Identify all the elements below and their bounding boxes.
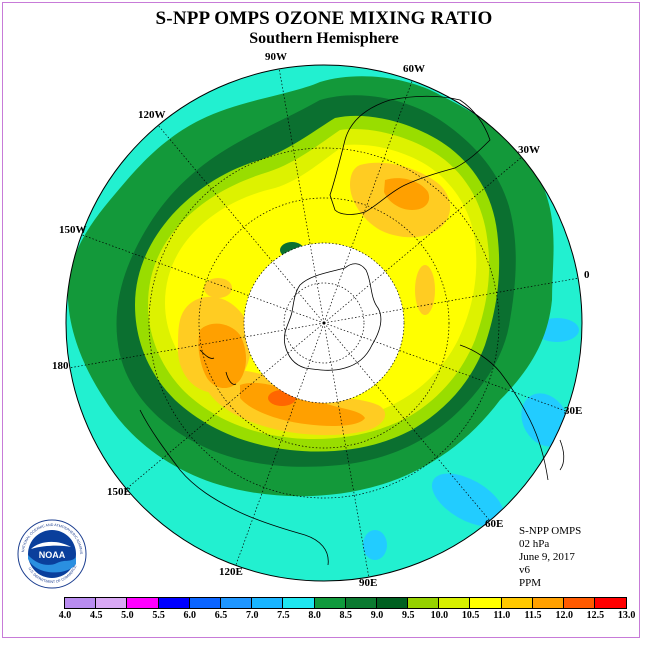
meridian-line bbox=[81, 234, 325, 324]
colorbar-swatch bbox=[220, 598, 253, 608]
lon-label-120w: 120W bbox=[138, 109, 166, 121]
noaa-logo-text: NOAA bbox=[39, 550, 66, 560]
colorbar-swatch bbox=[470, 598, 502, 608]
colorbar-swatch bbox=[564, 598, 596, 608]
colorbar-tick-label: 10.5 bbox=[461, 610, 480, 621]
info-date: June 9, 2017 bbox=[519, 551, 575, 563]
colorbar-swatch bbox=[376, 598, 409, 608]
latitude-circle bbox=[283, 282, 365, 364]
colorbar-tick-label: 6.0 bbox=[183, 610, 197, 621]
info-version: v6 bbox=[519, 564, 530, 576]
colorbar-swatch bbox=[501, 598, 533, 608]
colorbar-tick-label: 11.5 bbox=[524, 610, 542, 621]
colorbar-swatch bbox=[595, 598, 627, 608]
coastlines bbox=[139, 95, 565, 566]
colorbar-tick-label: 8.5 bbox=[339, 610, 353, 621]
meridian-line bbox=[278, 68, 325, 324]
colorbar-swatch bbox=[252, 598, 284, 608]
meridian-line bbox=[157, 125, 325, 324]
contour-10.5-11.0 bbox=[204, 278, 232, 298]
lon-label-120e: 120E bbox=[219, 566, 243, 578]
new-zealand-coastline bbox=[199, 349, 237, 385]
meridian-line bbox=[323, 156, 522, 324]
map-info: S-NPP OMPS 02 hPa June 9, 2017 v6 PPM bbox=[519, 525, 581, 590]
colorbar-swatch bbox=[314, 598, 346, 608]
lon-label-60w: 60W bbox=[403, 63, 425, 75]
colorbar-tick-label: 9.0 bbox=[370, 610, 384, 621]
lon-label-90w: 90W bbox=[265, 51, 287, 63]
meridian-line bbox=[323, 80, 413, 324]
lon-label-0: 0 bbox=[584, 269, 590, 281]
contour-11.0-11.5 bbox=[198, 323, 246, 389]
latitude-circle bbox=[243, 242, 405, 404]
lon-label-90e: 90E bbox=[359, 577, 378, 589]
colorbar-swatch bbox=[127, 598, 159, 608]
meridian-line bbox=[126, 322, 325, 490]
colorbar-swatch bbox=[439, 598, 471, 608]
colorbar-swatch bbox=[345, 598, 377, 608]
latitude-circle bbox=[198, 197, 450, 449]
antarctica-coastline bbox=[283, 263, 382, 371]
contour-7.0-7.5-patch bbox=[363, 530, 387, 560]
south-america-coastline bbox=[329, 95, 491, 215]
lon-label-180: 180 bbox=[52, 360, 69, 372]
colorbar-swatch bbox=[532, 598, 564, 608]
colorbar-tick-label: 7.0 bbox=[245, 610, 259, 621]
colorbar-tick-label: 7.5 bbox=[277, 610, 290, 621]
south-pole-dot bbox=[322, 321, 326, 325]
noaa-logo: NOAA NATIONAL OCEANIC AND ATMOSPHERIC AD… bbox=[17, 519, 87, 589]
colorbar-swatch bbox=[189, 598, 221, 608]
colorbar-tick-label: 5.0 bbox=[121, 610, 134, 621]
colorbar-swatch bbox=[96, 598, 128, 608]
colorbar bbox=[64, 597, 628, 609]
meridian-line bbox=[323, 322, 370, 578]
figure-frame bbox=[2, 2, 640, 638]
colorbar-tick-label: 5.5 bbox=[152, 610, 165, 621]
colorbar-swatch bbox=[283, 598, 315, 608]
map-title: S-NPP OMPS OZONE MIXING RATIO bbox=[155, 8, 493, 29]
colorbar-tick-label: 10.0 bbox=[430, 610, 449, 621]
australia-coastline bbox=[139, 409, 329, 566]
meridian-line bbox=[69, 322, 325, 369]
graticule bbox=[69, 68, 579, 578]
lon-label-30w: 30W bbox=[518, 144, 540, 156]
meridian-line bbox=[323, 322, 567, 412]
meridian-line bbox=[323, 322, 491, 521]
colorbar-tick-label: 4.0 bbox=[58, 610, 72, 621]
meridian-line bbox=[323, 277, 579, 324]
lon-label-150e: 150E bbox=[107, 486, 131, 498]
colorbar-swatch bbox=[408, 598, 440, 608]
latitude-circle bbox=[148, 147, 500, 499]
meridian-line bbox=[235, 322, 325, 566]
madagascar-coastline bbox=[559, 439, 565, 471]
lon-label-150w: 150W bbox=[59, 224, 87, 236]
lon-label-30e: 30E bbox=[564, 405, 583, 417]
colorbar-tick-label: 12.0 bbox=[555, 610, 573, 621]
colorbar-tick-label: 6.5 bbox=[214, 610, 228, 621]
colorbar-tick-label: 8.0 bbox=[308, 610, 321, 621]
colorbar-tick-label: 12.5 bbox=[586, 610, 605, 621]
contour-7.0-7.5-patch bbox=[431, 473, 505, 527]
contour-10.5-11.0 bbox=[415, 265, 435, 315]
meridians bbox=[69, 68, 579, 578]
map-boundary bbox=[65, 64, 583, 582]
colorbar-tick-label: 11.0 bbox=[493, 610, 511, 621]
colorbar-tick-label: 9.5 bbox=[401, 610, 415, 621]
map-subtitle: Southern Hemisphere bbox=[249, 30, 399, 47]
info-units: PPM bbox=[519, 577, 542, 589]
colorbar-tick-label: 4.5 bbox=[89, 610, 103, 621]
contour-11.0-11.5 bbox=[384, 178, 430, 210]
africa-coastline bbox=[459, 344, 549, 481]
ozone-field bbox=[66, 65, 582, 581]
info-level: 02 hPa bbox=[519, 538, 550, 550]
info-instrument: S-NPP OMPS bbox=[519, 525, 582, 537]
colorbar-swatch bbox=[65, 598, 97, 608]
colorbar-tick-label: 13.0 bbox=[617, 610, 636, 621]
colorbar-swatch bbox=[158, 598, 190, 608]
lon-label-60e: 60E bbox=[485, 518, 504, 530]
